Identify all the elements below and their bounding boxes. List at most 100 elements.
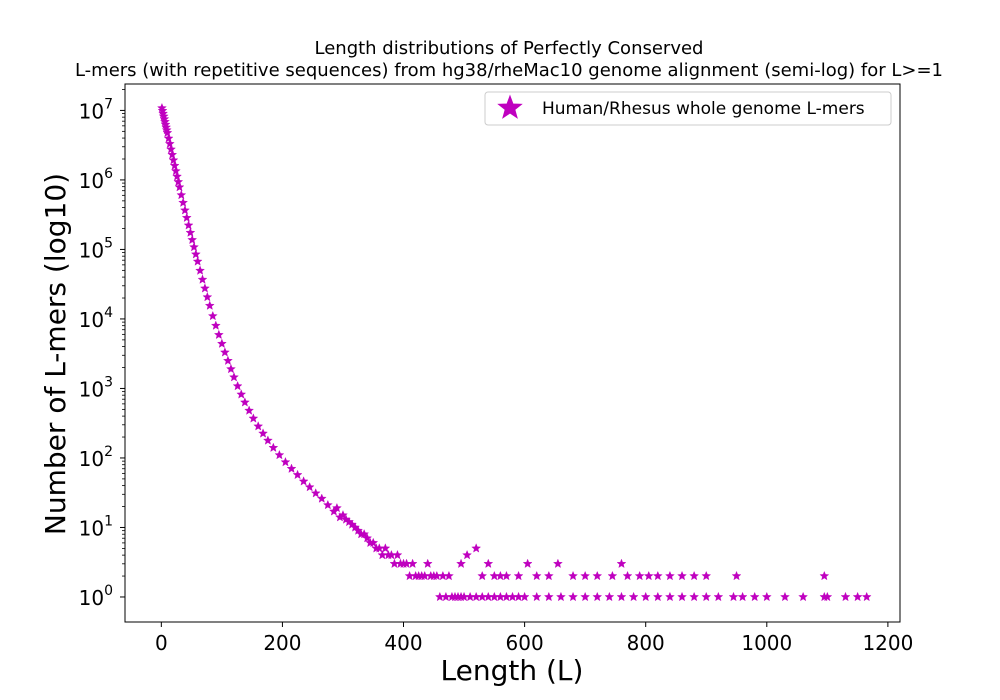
data-point bbox=[392, 549, 403, 560]
data-point bbox=[580, 570, 591, 581]
data-point bbox=[220, 347, 230, 357]
y-axis-label: Number of L-mers (log10) bbox=[39, 173, 72, 535]
data-point bbox=[197, 274, 208, 284]
data-point bbox=[701, 591, 712, 602]
data-point bbox=[216, 338, 227, 348]
data-point bbox=[483, 558, 494, 568]
data-point bbox=[616, 558, 627, 568]
data-point bbox=[456, 558, 466, 568]
x-tick-label: 1200 bbox=[862, 631, 913, 655]
data-point bbox=[280, 457, 291, 467]
data-point bbox=[338, 510, 348, 520]
data-point bbox=[543, 591, 554, 602]
data-point bbox=[190, 249, 201, 259]
data-point bbox=[761, 591, 772, 602]
data-point bbox=[665, 591, 675, 602]
data-point bbox=[362, 533, 373, 543]
x-tick-label: 600 bbox=[506, 631, 544, 655]
data-point bbox=[202, 291, 213, 302]
y-tick-label: 107 bbox=[79, 96, 113, 123]
data-point bbox=[322, 499, 333, 510]
data-point bbox=[286, 463, 297, 473]
data-point bbox=[677, 591, 687, 602]
chart-title-line-1: Length distributions of Perfectly Conser… bbox=[315, 38, 704, 59]
y-tick-label: 104 bbox=[79, 305, 113, 332]
data-point bbox=[701, 570, 712, 581]
data-point bbox=[181, 212, 192, 222]
data-point bbox=[162, 127, 173, 138]
data-point bbox=[444, 570, 454, 581]
data-point bbox=[232, 380, 243, 391]
data-point bbox=[292, 469, 303, 480]
data-point bbox=[316, 493, 327, 503]
plot-area bbox=[124, 83, 901, 623]
data-point bbox=[207, 310, 218, 321]
data-points bbox=[157, 102, 872, 602]
data-point bbox=[780, 591, 790, 602]
data-point bbox=[462, 549, 472, 560]
data-point bbox=[167, 149, 178, 159]
data-point bbox=[513, 570, 524, 581]
data-point bbox=[737, 591, 748, 602]
data-point bbox=[477, 570, 488, 581]
x-tick-label: 400 bbox=[384, 631, 422, 655]
data-point bbox=[553, 558, 563, 568]
data-point bbox=[713, 591, 724, 602]
data-point bbox=[263, 435, 273, 445]
data-point bbox=[643, 570, 654, 581]
chart-title-line-2: L-mers (with repetitive sequences) from … bbox=[75, 60, 943, 81]
x-axis-ticks: 0 200 400 600 800 1000 1200 bbox=[155, 622, 913, 655]
data-point bbox=[531, 570, 542, 581]
data-point bbox=[380, 543, 391, 553]
data-point bbox=[226, 363, 236, 374]
data-point bbox=[274, 449, 285, 460]
data-point bbox=[368, 537, 379, 548]
data-point bbox=[192, 256, 203, 266]
data-point bbox=[298, 476, 309, 486]
data-point bbox=[236, 389, 247, 399]
data-point bbox=[189, 241, 199, 252]
data-point bbox=[258, 428, 268, 438]
data-point bbox=[422, 558, 433, 568]
data-point bbox=[798, 591, 809, 602]
data-point bbox=[172, 171, 182, 181]
y-axis-ticks: 100 101 102 103 104 105 106 107 bbox=[79, 89, 125, 610]
data-point bbox=[580, 591, 591, 602]
data-point bbox=[556, 591, 566, 602]
data-point bbox=[183, 220, 194, 230]
data-point bbox=[665, 570, 675, 581]
data-point bbox=[332, 502, 342, 513]
data-point bbox=[634, 570, 645, 581]
data-point bbox=[689, 570, 700, 581]
data-point bbox=[543, 570, 554, 581]
data-point bbox=[169, 160, 180, 170]
data-point bbox=[640, 591, 651, 602]
data-point bbox=[531, 591, 542, 602]
data-point bbox=[622, 570, 633, 581]
data-point bbox=[213, 329, 224, 340]
x-tick-label: 200 bbox=[263, 631, 301, 655]
data-point bbox=[176, 189, 187, 200]
data-point bbox=[204, 300, 215, 310]
data-point bbox=[210, 320, 221, 330]
data-point bbox=[819, 570, 830, 581]
data-point bbox=[568, 570, 578, 581]
data-point bbox=[749, 591, 760, 602]
data-point bbox=[180, 205, 190, 215]
legend-box bbox=[484, 91, 892, 126]
legend-label: Human/Rhesus whole genome L-mers bbox=[542, 99, 865, 119]
data-point bbox=[852, 591, 863, 602]
data-point bbox=[604, 591, 615, 602]
data-point bbox=[628, 591, 639, 602]
data-point bbox=[185, 227, 196, 237]
data-point bbox=[166, 144, 176, 154]
legend: Human/Rhesus whole genome L-mers bbox=[484, 91, 892, 126]
data-point bbox=[728, 591, 739, 602]
data-point bbox=[164, 138, 175, 149]
x-axis-label: Length (L) bbox=[441, 654, 584, 687]
data-point bbox=[229, 372, 239, 382]
data-point bbox=[310, 488, 321, 498]
data-point bbox=[359, 529, 370, 539]
data-point bbox=[677, 570, 687, 581]
